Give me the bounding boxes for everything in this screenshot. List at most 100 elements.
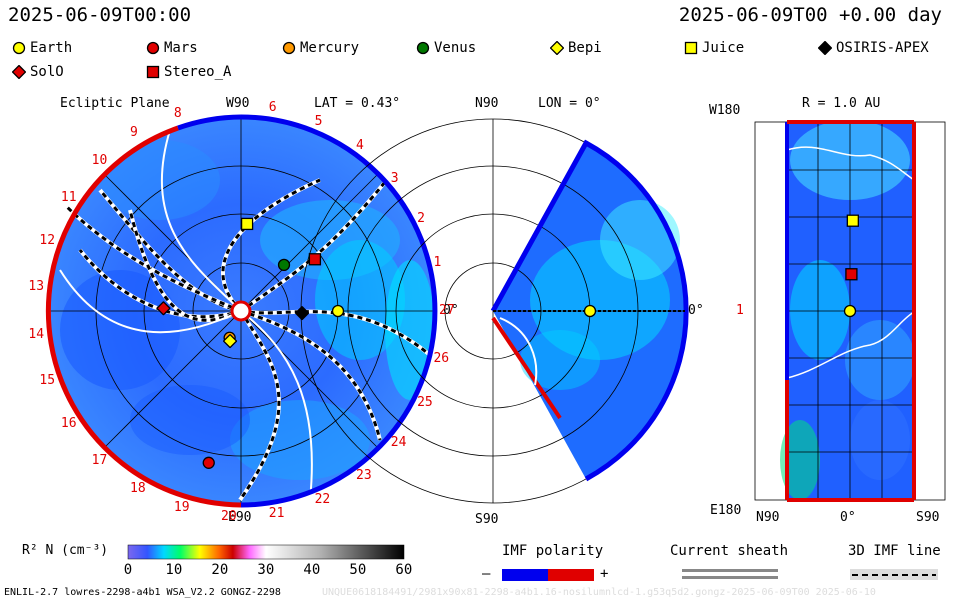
legend-item-solo: SolO (12, 64, 64, 80)
sector-number: 22 (314, 492, 331, 508)
ecliptic-marker-mars (202, 456, 215, 469)
date-left: 2025-06-09T00:00 (8, 4, 192, 26)
sector-number: 9 (130, 124, 138, 140)
map-bottom-0: 0° (840, 510, 856, 525)
circle-marker-icon (146, 41, 160, 55)
circle-marker-icon (12, 41, 26, 55)
imf-line-title: 3D IMF line (848, 543, 941, 559)
diamond-marker-icon (550, 41, 564, 55)
legend-item-venus: Venus (416, 40, 476, 56)
sector-number: 13 (28, 279, 45, 295)
map-marker-stereo-a (845, 268, 858, 281)
polarity-negative-swatch (502, 569, 548, 581)
map-marker-earth (843, 304, 857, 318)
colorbar-tick: 30 (257, 562, 275, 578)
ecliptic-marker-venus (277, 258, 291, 272)
legend-label: Juice (702, 40, 745, 56)
legend-item-bepi: Bepi (550, 40, 602, 56)
square-marker-icon (684, 41, 698, 55)
sector-number: 23 (356, 468, 372, 484)
sector-number: 26 (433, 350, 450, 366)
legend-item-mercury: Mercury (282, 40, 359, 56)
ecliptic-panel (45, 114, 438, 508)
legend-item-mars: Mars (146, 40, 198, 56)
colorbar-tick: 10 (165, 562, 183, 578)
sector-number: 11 (60, 189, 77, 205)
map-bottom-n90: N90 (756, 510, 780, 525)
colorbar (127, 544, 405, 560)
circle-marker-icon (282, 41, 296, 55)
ecliptic-marker-solo (156, 301, 171, 316)
sector-number: 15 (39, 373, 56, 389)
sector-number: 18 (130, 481, 146, 497)
legend-item-earth: Earth (12, 40, 72, 56)
legend-label: OSIRIS-APEX (836, 40, 929, 56)
legend-label: Earth (30, 40, 73, 56)
ecliptic-right-label: 0° (443, 303, 459, 318)
colorbar-label: R² N (cm⁻³) (22, 543, 109, 558)
date-right: 2025-06-09T00 +0.00 day (678, 4, 942, 26)
legend-label: SolO (30, 64, 64, 80)
diamond-marker-icon (818, 41, 832, 55)
imf-polarity-minus: – (482, 566, 491, 582)
polarity-positive-swatch (548, 569, 594, 581)
ecliptic-marker-juice (240, 217, 254, 231)
map-panel (754, 120, 946, 502)
ecliptic-marker-earth (331, 304, 345, 318)
meridional-n90: N90 (475, 96, 499, 111)
ecliptic-top-label: W90 (226, 96, 250, 111)
rim-positive-side (240, 114, 438, 508)
rim-negative-side (45, 125, 242, 508)
meridional-title: LON = 0° (538, 96, 601, 111)
sector-number: 5 (314, 113, 323, 129)
imf-polarity-title: IMF polarity (502, 543, 604, 559)
sector-number: 17 (91, 452, 108, 468)
sector-number: 4 (356, 137, 364, 153)
meridional-s90: S90 (475, 512, 499, 527)
legend-label: Mercury (300, 40, 360, 56)
ecliptic-bottom-label: E90 (228, 510, 252, 525)
colorbar-tick: 50 (349, 562, 367, 578)
colorbar-tick: 40 (303, 562, 321, 578)
current-sheath-line-2 (682, 576, 778, 579)
sector-number: 16 (60, 416, 77, 432)
circle-marker-icon (416, 41, 430, 55)
sector-number: 2 (417, 210, 425, 226)
sector-number: 20 (221, 508, 237, 524)
sector-number: 19 (173, 500, 190, 516)
current-sheath-lines (59, 129, 313, 501)
legend-label: Mars (164, 40, 198, 56)
legend-label: Venus (434, 40, 477, 56)
sector-number: 21 (268, 505, 285, 521)
map-bottom-s90: S90 (916, 510, 940, 525)
current-sheath-line-1 (682, 569, 778, 572)
sector-number: 27 (439, 303, 455, 318)
sector-number: 10 (91, 153, 108, 169)
meridional-marker-earth (583, 304, 597, 318)
ecliptic-marker-bepi (223, 334, 238, 349)
legend-item-juice: Juice (684, 40, 744, 56)
sector-number: 1 (433, 255, 442, 271)
ecliptic-title: Ecliptic Plane (60, 96, 170, 111)
square-marker-icon (146, 65, 160, 79)
legend-item-osiris-apex: OSIRIS-APEX (818, 40, 929, 56)
sector-number: 25 (417, 395, 433, 411)
map-marker-juice (846, 214, 859, 227)
ecliptic-marker-stereo-a (308, 253, 322, 266)
map-title: R = 1.0 AU (802, 96, 881, 111)
colorbar-tick: 20 (211, 562, 229, 578)
ecliptic-lat: LAT = 0.43° (314, 96, 401, 111)
current-sheath-title: Current sheath (670, 543, 789, 559)
legend-label: Stereo_A (164, 64, 232, 80)
legend-item-stereo-a: Stereo_A (146, 64, 231, 80)
footer-right: UNQUE0618184491/2981x90x81-2298-a4b1.16-… (322, 587, 876, 598)
imf-polarity-plus: + (600, 566, 609, 582)
diamond-marker-icon (12, 65, 26, 79)
sector-number: 14 (28, 326, 45, 342)
meridional-right-label: 0° (688, 303, 704, 318)
colorbar-tick: 0 (123, 562, 133, 578)
map-w180: W180 (709, 103, 741, 118)
body-markers (156, 214, 859, 469)
sector-number: 3 (390, 170, 399, 186)
